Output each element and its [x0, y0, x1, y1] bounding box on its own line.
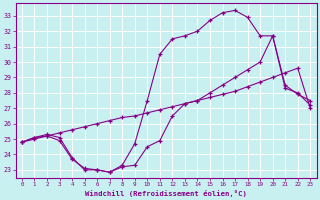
- X-axis label: Windchill (Refroidissement éolien,°C): Windchill (Refroidissement éolien,°C): [85, 190, 247, 197]
